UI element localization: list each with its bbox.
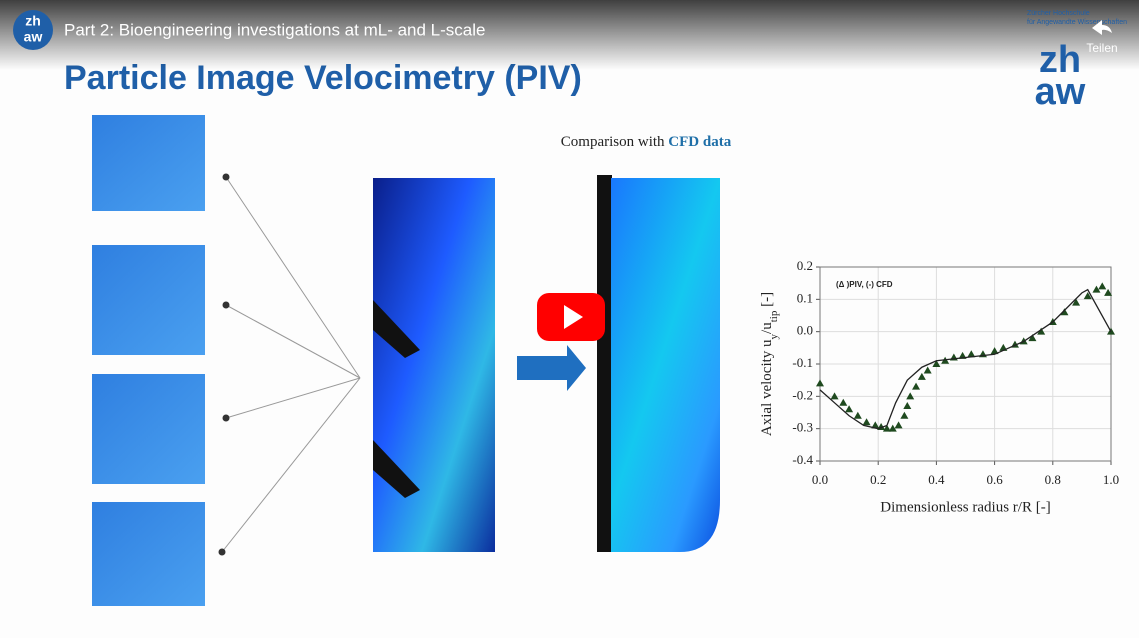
cfd-field-image: [597, 178, 720, 552]
x-axis-label: Dimensionless radius r/R [-]: [880, 499, 1050, 515]
dot: [222, 173, 230, 181]
play-button[interactable]: [537, 293, 605, 341]
share-icon[interactable]: [1092, 20, 1112, 35]
y-axis-label-part: [-]: [759, 292, 775, 311]
piv-snapshots: [92, 115, 361, 606]
piv-point: [816, 379, 824, 387]
piv-point: [862, 418, 871, 426]
shaft: [597, 175, 611, 552]
piv-point: [1104, 288, 1113, 296]
piv-point: [830, 392, 839, 400]
connector: [225, 377, 361, 419]
y-axis-label-part: tip: [768, 310, 780, 322]
connector: [221, 377, 361, 553]
channel-avatar[interactable]: [13, 10, 53, 50]
snapshot: [92, 502, 205, 606]
snapshot: [92, 115, 205, 211]
piv-point: [932, 360, 941, 367]
x-tick-label: 0.2: [870, 472, 886, 487]
x-tick-label: 0.8: [1045, 472, 1061, 487]
piv-point: [1092, 285, 1101, 293]
share-label[interactable]: Teilen: [1086, 41, 1117, 55]
dot: [222, 414, 230, 422]
annotation: (Δ )PIV, (-) CFD: [836, 280, 893, 289]
y-axis-label: Axial velocity uy/utip [-]: [759, 292, 779, 436]
y-axis-label-part: y: [768, 333, 780, 339]
piv-point: [990, 347, 999, 355]
play-icon: [564, 305, 583, 329]
cfd-line: [819, 288, 1112, 430]
piv-field-image: [373, 178, 495, 552]
piv-point: [1060, 308, 1069, 316]
video-title[interactable]: Part 2: Bioengineering investigations at…: [64, 20, 485, 39]
piv-point: [917, 372, 926, 380]
caption-prefix: Comparison with: [561, 134, 665, 150]
piv-point: [1028, 334, 1037, 342]
piv-point: [1083, 292, 1092, 300]
x-tick-label: 0.4: [928, 472, 945, 487]
piv-point: [912, 382, 921, 390]
piv-point: [967, 350, 976, 358]
avatar-text: zh: [25, 13, 41, 29]
snapshot: [92, 245, 205, 355]
piv-point: [1098, 282, 1107, 290]
y-tick-label: 0.1: [797, 290, 813, 305]
piv-point: [906, 392, 915, 400]
piv-point: [871, 421, 880, 429]
dot: [222, 301, 230, 309]
piv-point: [1072, 298, 1081, 306]
logo-text: zh: [1039, 39, 1081, 81]
y-tick-label: -0.4: [792, 452, 813, 467]
caption-highlight: CFD data: [668, 134, 731, 150]
y-tick-label: 0.2: [797, 258, 813, 273]
piv-point: [894, 421, 903, 429]
y-tick-label: -0.2: [792, 387, 813, 402]
y-tick-label: -0.3: [792, 420, 813, 435]
piv-point: [882, 424, 891, 432]
dot: [218, 548, 226, 556]
chart: 0.2 0.1 0.0 -0.1 -0.2 -0.3 -0.4 0.0 0.2 0.4 0.6 0.8…: [759, 258, 1119, 515]
top-bar: [0, 0, 1139, 70]
piv-point: [845, 405, 854, 413]
x-tick-label: 0.0: [812, 472, 828, 487]
y-tick-label: 0.0: [797, 323, 813, 338]
avatar-text: aw: [24, 29, 43, 45]
logo-text: aw: [1035, 71, 1086, 113]
piv-point: [853, 411, 862, 419]
y-axis-label-part: /u: [759, 322, 775, 334]
connector: [225, 176, 361, 379]
institution: Zürcher Hochschule: [1027, 10, 1090, 17]
arrow: [517, 345, 586, 391]
y-tick-label: -0.1: [792, 355, 813, 370]
piv-point: [923, 366, 932, 374]
piv-point: [839, 398, 848, 406]
y-axis-label-part: Axial velocity u: [759, 339, 775, 436]
plot-frame: [819, 266, 1112, 462]
x-tick-label: 1.0: [1103, 472, 1119, 487]
x-tick-label: 0.6: [986, 472, 1003, 487]
caption: Comparison with CFD data: [561, 134, 732, 150]
piv-point: [903, 402, 912, 410]
connector: [225, 304, 361, 379]
institution: für Angewandte Wissenschaften: [1027, 19, 1127, 26]
snapshot: [92, 374, 205, 484]
piv-point: [900, 411, 909, 419]
piv-point: [888, 424, 897, 432]
piv-point: [1037, 327, 1046, 335]
